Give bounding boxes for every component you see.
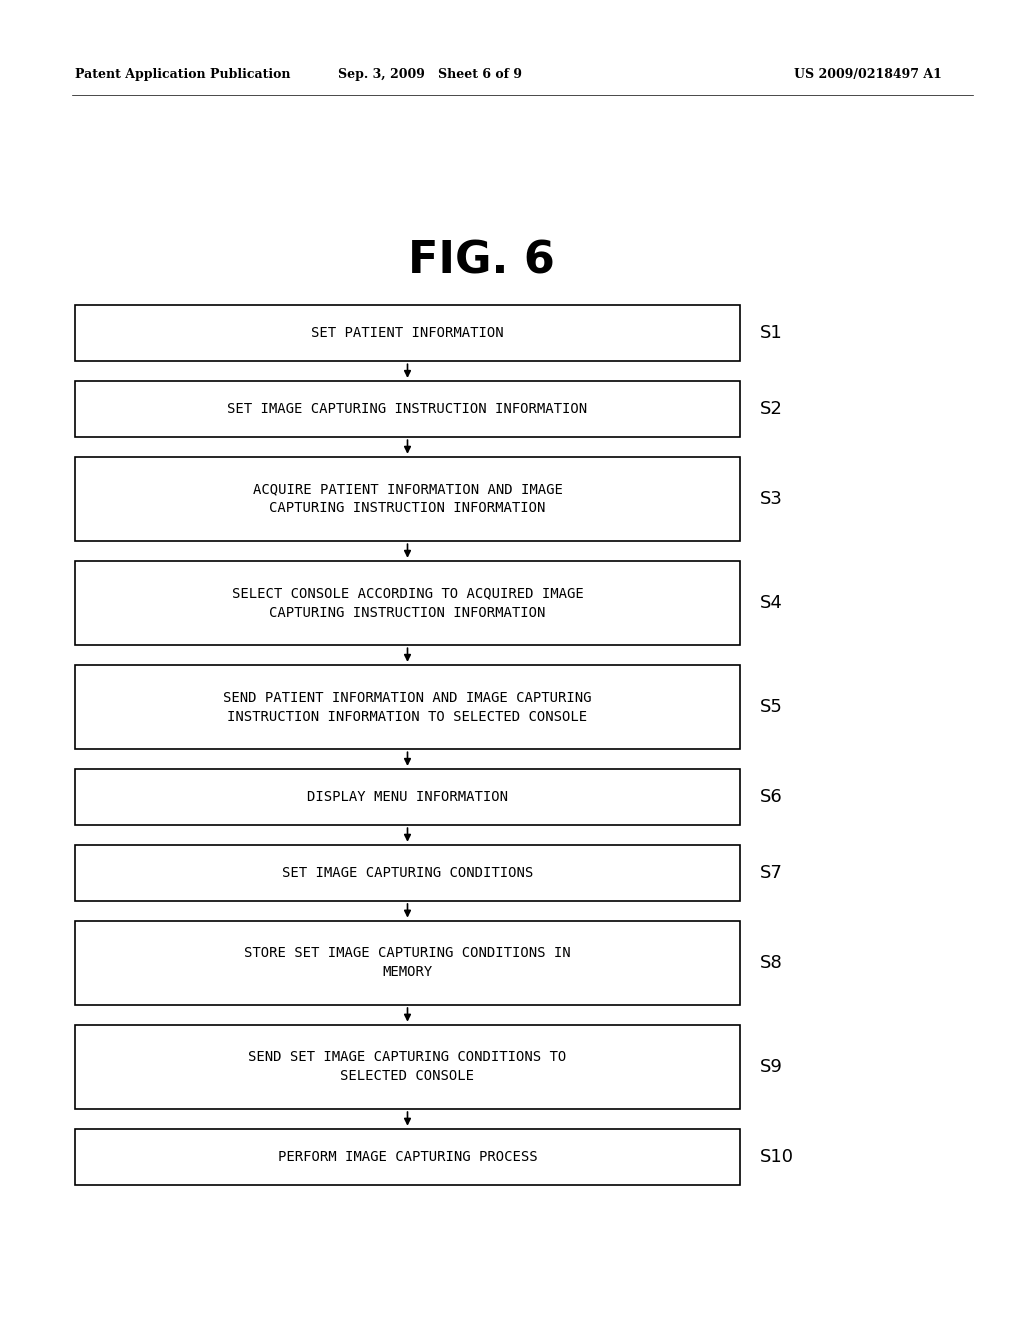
Text: SET IMAGE CAPTURING CONDITIONS: SET IMAGE CAPTURING CONDITIONS bbox=[282, 866, 534, 880]
Text: SELECT CONSOLE ACCORDING TO ACQUIRED IMAGE
CAPTURING INSTRUCTION INFORMATION: SELECT CONSOLE ACCORDING TO ACQUIRED IMA… bbox=[231, 586, 584, 619]
Text: DISPLAY MENU INFORMATION: DISPLAY MENU INFORMATION bbox=[307, 789, 508, 804]
Bar bbox=[75, 920, 740, 1005]
Text: Sep. 3, 2009   Sheet 6 of 9: Sep. 3, 2009 Sheet 6 of 9 bbox=[338, 69, 522, 81]
Text: S1: S1 bbox=[760, 325, 782, 342]
Text: S10: S10 bbox=[760, 1148, 794, 1166]
Text: S2: S2 bbox=[760, 400, 783, 418]
Text: S3: S3 bbox=[760, 490, 783, 508]
Bar bbox=[75, 845, 740, 902]
Bar bbox=[75, 381, 740, 437]
Text: STORE SET IMAGE CAPTURING CONDITIONS IN
MEMORY: STORE SET IMAGE CAPTURING CONDITIONS IN … bbox=[244, 946, 570, 979]
Text: S8: S8 bbox=[760, 954, 782, 972]
Text: S6: S6 bbox=[760, 788, 782, 807]
Bar bbox=[75, 457, 740, 541]
Bar bbox=[75, 1024, 740, 1109]
Text: PERFORM IMAGE CAPTURING PROCESS: PERFORM IMAGE CAPTURING PROCESS bbox=[278, 1150, 538, 1164]
Text: S9: S9 bbox=[760, 1057, 783, 1076]
Text: Patent Application Publication: Patent Application Publication bbox=[75, 69, 291, 81]
Bar bbox=[75, 305, 740, 362]
Text: S5: S5 bbox=[760, 698, 783, 715]
Text: S4: S4 bbox=[760, 594, 783, 612]
Text: ACQUIRE PATIENT INFORMATION AND IMAGE
CAPTURING INSTRUCTION INFORMATION: ACQUIRE PATIENT INFORMATION AND IMAGE CA… bbox=[253, 483, 562, 516]
Text: SET IMAGE CAPTURING INSTRUCTION INFORMATION: SET IMAGE CAPTURING INSTRUCTION INFORMAT… bbox=[227, 403, 588, 416]
Text: SEND PATIENT INFORMATION AND IMAGE CAPTURING
INSTRUCTION INFORMATION TO SELECTED: SEND PATIENT INFORMATION AND IMAGE CAPTU… bbox=[223, 690, 592, 723]
Text: SEND SET IMAGE CAPTURING CONDITIONS TO
SELECTED CONSOLE: SEND SET IMAGE CAPTURING CONDITIONS TO S… bbox=[249, 1051, 566, 1084]
Text: SET PATIENT INFORMATION: SET PATIENT INFORMATION bbox=[311, 326, 504, 341]
Bar bbox=[75, 768, 740, 825]
Bar bbox=[75, 665, 740, 750]
Bar bbox=[75, 561, 740, 645]
Text: FIG. 6: FIG. 6 bbox=[408, 240, 555, 282]
Text: US 2009/0218497 A1: US 2009/0218497 A1 bbox=[795, 69, 942, 81]
Text: S7: S7 bbox=[760, 863, 783, 882]
Bar bbox=[75, 1129, 740, 1185]
